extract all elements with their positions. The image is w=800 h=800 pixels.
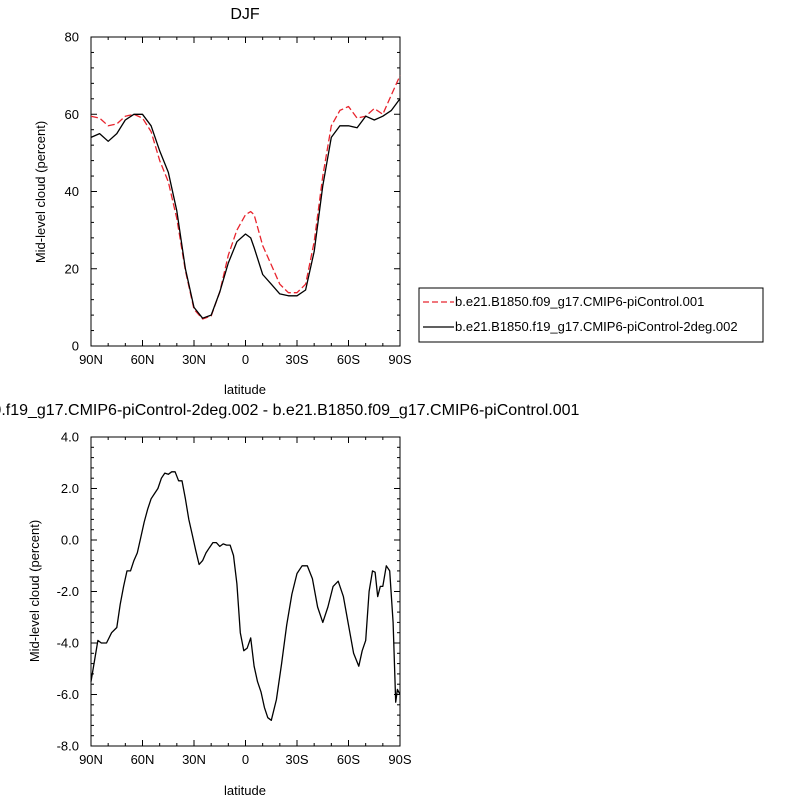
bottom-chart-panel: b.e21.B1850.f19_g17.CMIP6-piControl-2deg… (0, 402, 580, 798)
top-y-tick-label: 0 (72, 339, 79, 354)
bottom-y-tick-label: -8.0 (57, 739, 79, 754)
legend-label-series-1: b.e21.B1850.f09_g17.CMIP6-piControl.001 (455, 294, 704, 309)
legend-box (418, 287, 764, 343)
bottom-plot-frame (90, 436, 401, 747)
bottom-x-tick-label: 30N (182, 752, 206, 767)
top-series-line-1 (90, 75, 401, 320)
bottom-x-axis-label: latitude (224, 783, 266, 798)
bottom-y-tick-label: -2.0 (57, 584, 79, 599)
bottom-x-tick-label: 30S (285, 752, 308, 767)
top-y-axis-label: Mid-level cloud (percent) (33, 121, 48, 263)
top-x-tick-label: 60S (337, 352, 360, 367)
top-plot-area: 90N 60N 30N 0 30S 60S 90S 0 20 40 60 80 (65, 30, 412, 368)
top-x-tick-label: 90S (388, 352, 411, 367)
top-y-tick-label: 80 (65, 30, 79, 45)
top-y-tick-label: 60 (65, 107, 79, 122)
bottom-y-axis-label: Mid-level cloud (percent) (27, 520, 42, 662)
top-x-tick-label: 30N (182, 352, 206, 367)
bottom-series-line-1 (90, 471, 401, 721)
top-x-tick-label: 90N (79, 352, 103, 367)
top-chart-panel: DJF 90N 60N 30N 0 30S 60S 90S 0 20 40 60 80 Mid-lev… (33, 6, 412, 397)
top-series-line-2 (90, 98, 401, 319)
bottom-y-tick-label: 0.0 (61, 533, 79, 548)
bottom-chart-title: b.e21.B1850.f19_g17.CMIP6-piControl-2deg… (0, 402, 580, 419)
top-x-tick-label: 60N (131, 352, 155, 367)
top-y-tick-label: 40 (65, 184, 79, 199)
bottom-y-tick-label: 2.0 (61, 481, 79, 496)
bottom-x-tick-label: 0 (242, 752, 249, 767)
bottom-y-tick-label: -6.0 (57, 687, 79, 702)
top-x-axis-label: latitude (224, 382, 266, 397)
legend-label-series-2: b.e21.B1850.f19_g17.CMIP6-piControl-2deg… (455, 319, 738, 334)
bottom-x-tick-label: 60N (131, 752, 155, 767)
top-plot-frame (90, 36, 401, 347)
bottom-x-tick-label: 90N (79, 752, 103, 767)
bottom-y-tick-label: -4.0 (57, 636, 79, 651)
top-y-tick-label: 20 (65, 261, 79, 276)
top-x-tick-label: 0 (242, 352, 249, 367)
bottom-y-tick-label: 4.0 (61, 430, 79, 445)
bottom-x-tick-label: 60S (337, 752, 360, 767)
legend: b.e21.B1850.f09_g17.CMIP6-piControl.001 … (418, 287, 764, 343)
bottom-x-tick-label: 90S (388, 752, 411, 767)
top-x-tick-label: 30S (285, 352, 308, 367)
top-chart-title: DJF (230, 6, 260, 23)
bottom-plot-area: 90N 60N 30N 0 30S 60S 90S -8.0 -6.0 -4.0 -2.0 0.0 2.… (57, 430, 412, 768)
